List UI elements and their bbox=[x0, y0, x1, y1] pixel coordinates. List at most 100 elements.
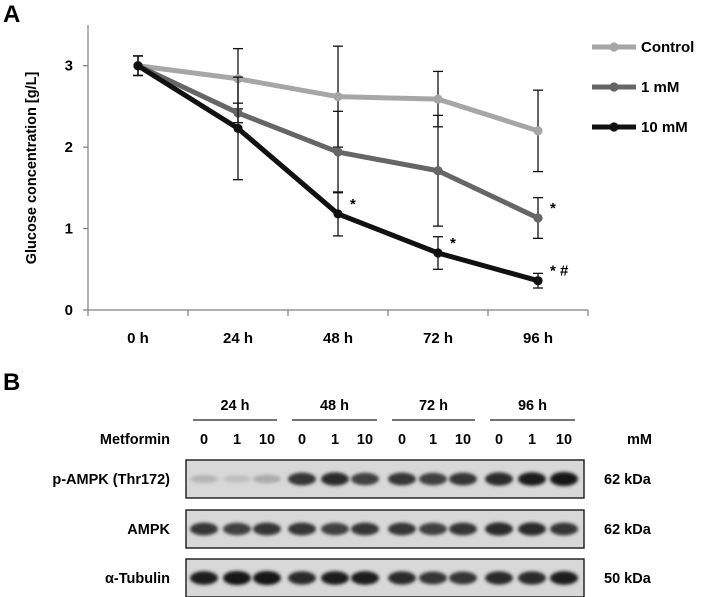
data-point bbox=[233, 123, 243, 134]
dose-label: 1 bbox=[429, 432, 437, 448]
protein-band bbox=[550, 571, 578, 585]
protein-label: AMPK bbox=[127, 522, 170, 538]
data-point bbox=[533, 213, 543, 223]
protein-band bbox=[223, 522, 251, 536]
blot-strip bbox=[185, 459, 585, 499]
data-point bbox=[433, 94, 443, 104]
series-1: * bbox=[133, 55, 556, 239]
protein-band bbox=[351, 522, 379, 536]
protein-band bbox=[485, 472, 513, 486]
y-tick-label: 3 bbox=[65, 58, 73, 75]
significance-marker: * # bbox=[550, 263, 569, 280]
protein-band bbox=[449, 571, 477, 585]
protein-band bbox=[449, 472, 477, 486]
chart-legend: Control 1 mM 10 mM bbox=[592, 39, 694, 136]
x-tick-label: 24 h bbox=[223, 330, 253, 347]
dose-label: 0 bbox=[495, 432, 503, 448]
blot-strip bbox=[185, 558, 585, 597]
protein-band bbox=[288, 522, 316, 536]
protein-band bbox=[419, 522, 447, 536]
protein-band bbox=[388, 522, 416, 536]
significance-marker: * bbox=[450, 235, 456, 252]
protein-band bbox=[321, 522, 349, 536]
x-tick-label: 48 h bbox=[323, 330, 353, 347]
line-chart: Glucose concentration [g/L] 0 1 2 3 0 h 24 h 4… bbox=[24, 25, 694, 347]
protein-band bbox=[351, 472, 379, 486]
legend-label: 10 mM bbox=[641, 119, 688, 136]
dose-label: 1 bbox=[331, 432, 339, 448]
time-group-label: 48 h bbox=[320, 398, 349, 414]
data-point bbox=[533, 276, 543, 286]
protein-band bbox=[190, 522, 218, 536]
dose-label: 10 bbox=[455, 432, 471, 448]
protein-band bbox=[190, 571, 218, 585]
protein-band bbox=[388, 571, 416, 585]
blot-strip bbox=[185, 509, 585, 549]
dose-label: 10 bbox=[556, 432, 572, 448]
data-point bbox=[133, 61, 143, 71]
protein-band bbox=[321, 472, 349, 486]
data-point bbox=[433, 248, 443, 258]
panel-b-label: B bbox=[3, 369, 20, 396]
molecular-weight-label: 62 kDa bbox=[604, 472, 652, 488]
protein-band bbox=[518, 472, 546, 486]
significance-marker: * bbox=[550, 200, 556, 217]
dose-label: 1 bbox=[233, 432, 241, 448]
protein-band bbox=[449, 522, 477, 536]
protein-label: p-AMPK (Thr172) bbox=[52, 472, 170, 488]
legend-label: Control bbox=[641, 39, 694, 56]
protein-band bbox=[419, 571, 447, 585]
time-group-label: 72 h bbox=[419, 398, 448, 414]
protein-band bbox=[388, 472, 416, 486]
molecular-weight-label: 62 kDa bbox=[604, 522, 652, 538]
dose-label: 0 bbox=[398, 432, 406, 448]
legend-item: 10 mM bbox=[592, 119, 688, 136]
legend-item: 1 mM bbox=[592, 79, 679, 96]
dose-label: 1 bbox=[528, 432, 536, 448]
x-tick-label: 96 h bbox=[523, 330, 553, 347]
x-tick-label: 72 h bbox=[423, 330, 453, 347]
data-point bbox=[433, 166, 443, 176]
legend-marker bbox=[609, 82, 619, 92]
protein-band bbox=[485, 571, 513, 585]
protein-band bbox=[321, 571, 349, 585]
dose-label: 10 bbox=[357, 432, 373, 448]
time-group-label: 96 h bbox=[518, 398, 547, 414]
protein-band bbox=[550, 472, 578, 486]
protein-band bbox=[518, 522, 546, 536]
y-tick-label: 0 bbox=[65, 302, 73, 319]
y-tick-label: 1 bbox=[65, 221, 73, 238]
protein-band bbox=[550, 522, 578, 536]
protein-band bbox=[419, 472, 447, 486]
chart-axes: 0 1 2 3 0 h 24 h 48 h 72 h 96 h bbox=[65, 25, 589, 347]
time-group-label: 24 h bbox=[220, 398, 249, 414]
protein-band bbox=[253, 571, 281, 585]
protein-band bbox=[288, 571, 316, 585]
series-2: * * * # bbox=[133, 55, 569, 289]
legend-item: Control bbox=[592, 39, 694, 56]
protein-band bbox=[518, 571, 546, 585]
data-point bbox=[333, 209, 343, 219]
protein-band bbox=[223, 475, 251, 483]
data-point bbox=[533, 126, 543, 136]
y-axis-label: Glucose concentration [g/L] bbox=[24, 72, 40, 265]
dose-label: 0 bbox=[298, 432, 306, 448]
molecular-weight-label: 50 kDa bbox=[604, 571, 652, 587]
protein-band bbox=[223, 571, 251, 585]
protein-band bbox=[485, 522, 513, 536]
protein-band bbox=[190, 475, 218, 483]
x-tick-label: 0 h bbox=[127, 330, 149, 347]
data-point bbox=[333, 147, 343, 157]
protein-band bbox=[253, 522, 281, 536]
protein-label: α-Tubulin bbox=[105, 571, 170, 587]
unit-label: mM bbox=[627, 432, 652, 448]
western-blot-panel: 24 h 48 h 72 h 96 h Metformin 0 1 10 0 1 10 0 1 10 0 1 1… bbox=[52, 398, 652, 597]
legend-marker bbox=[609, 42, 619, 52]
significance-marker: * bbox=[350, 196, 356, 213]
data-point bbox=[333, 92, 343, 102]
chart-series: * * * * # bbox=[133, 45, 569, 289]
protein-band bbox=[288, 472, 316, 486]
treatment-label: Metformin bbox=[100, 432, 170, 448]
dose-label: 0 bbox=[200, 432, 208, 448]
protein-band bbox=[351, 571, 379, 585]
